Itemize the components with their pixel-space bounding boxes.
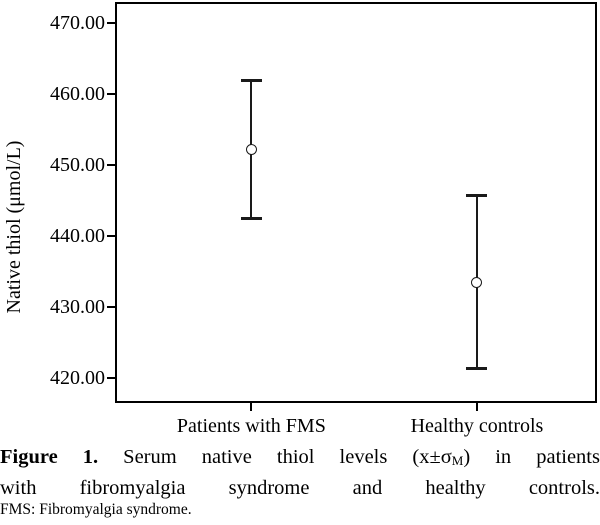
y-axis-tick-label: 420.00 bbox=[50, 367, 105, 390]
y-axis-tick-label: 430.00 bbox=[50, 296, 105, 319]
y-axis-tick bbox=[107, 22, 115, 25]
mean-marker bbox=[245, 144, 257, 156]
caption-text-post: ) in patients bbox=[463, 446, 600, 468]
caption-sigma-subscript: M bbox=[451, 453, 464, 468]
plot-area bbox=[115, 2, 597, 403]
caption-line-2: with fibromyalgia syndrome and healthy c… bbox=[0, 476, 600, 499]
y-axis-tick bbox=[107, 235, 115, 238]
mean-marker bbox=[471, 276, 483, 288]
error-bar-cap-upper bbox=[240, 78, 262, 82]
figure-caption: Figure 1. Serum native thiol levels (x±σ… bbox=[0, 444, 600, 502]
y-axis-tick-label: 470.00 bbox=[50, 12, 105, 35]
x-axis-tick bbox=[250, 403, 253, 411]
y-axis-tick-label: 460.00 bbox=[50, 83, 105, 106]
caption-figure-label: Figure 1. bbox=[0, 446, 99, 468]
y-axis-tick-label: 450.00 bbox=[50, 154, 105, 177]
caption-line-1: Figure 1. Serum native thiol levels (x±σ… bbox=[0, 444, 600, 475]
y-axis-tick bbox=[107, 164, 115, 167]
x-axis-label: Healthy controls bbox=[410, 415, 544, 437]
error-bar-cap-lower bbox=[240, 216, 262, 220]
y-axis-tick bbox=[107, 306, 115, 309]
y-axis-tick bbox=[107, 377, 115, 380]
y-axis-tick bbox=[107, 93, 115, 96]
error-bar-cap-lower bbox=[466, 366, 488, 370]
caption-footnote: FMS: Fibromyalgia syndrome. bbox=[0, 501, 192, 518]
error-bar-cap-upper bbox=[466, 193, 488, 197]
caption-text-pre: Serum native thiol levels (x±σ bbox=[98, 446, 452, 468]
x-axis-label: Patients with FMS bbox=[176, 415, 326, 437]
x-axis-tick bbox=[475, 403, 478, 411]
y-axis-tick-label: 440.00 bbox=[50, 225, 105, 248]
